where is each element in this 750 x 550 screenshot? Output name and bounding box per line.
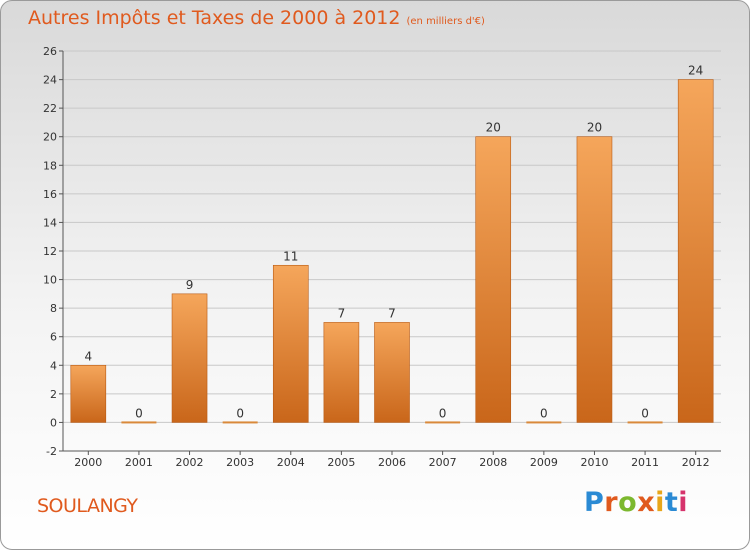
bar-value-label: 7	[388, 306, 396, 320]
y-tick-label: 12	[43, 245, 57, 258]
bar	[576, 136, 613, 423]
x-tick-label: 2001	[125, 456, 153, 469]
bar	[677, 79, 714, 423]
x-tick-label: 2006	[378, 456, 406, 469]
x-tick-label: 2011	[631, 456, 659, 469]
bar	[526, 421, 562, 424]
y-tick-label: -2	[46, 445, 57, 458]
bar-value-label: 20	[486, 121, 501, 135]
bar-value-label: 0	[641, 406, 649, 420]
commune-name: SOULANGY	[37, 495, 138, 517]
y-tick-label: 10	[43, 274, 57, 287]
bar	[627, 421, 663, 424]
y-tick-label: 0	[50, 416, 57, 429]
x-tick-label: 2012	[682, 456, 710, 469]
bar	[425, 421, 461, 424]
x-tick-label: 2000	[74, 456, 102, 469]
x-tick-label: 2010	[580, 456, 608, 469]
bar-value-label: 7	[338, 306, 346, 320]
bar	[272, 264, 309, 423]
bar-value-label: 0	[439, 406, 447, 420]
bar-value-label: 20	[587, 121, 602, 135]
bar-value-label: 4	[84, 349, 92, 363]
chart-title-main: Autres Impôts et Taxes de 2000 à 2012	[28, 7, 401, 29]
bar	[323, 322, 360, 423]
y-tick-label: 2	[50, 388, 57, 401]
bar-value-label: 11	[283, 249, 298, 263]
x-tick-label: 2002	[176, 456, 204, 469]
bars	[70, 79, 714, 424]
bar-value-label: 0	[135, 406, 143, 420]
bar	[222, 421, 258, 424]
x-tick-label: 2008	[479, 456, 507, 469]
y-tick-label: 14	[43, 216, 57, 229]
bar	[171, 293, 208, 423]
proxiti-logo: Proxiti	[584, 487, 689, 518]
x-tick-label: 2003	[226, 456, 254, 469]
y-tick-label: 18	[43, 159, 57, 172]
chart-title-unit: (en milliers d'€)	[406, 16, 485, 27]
y-tick-label: 20	[43, 131, 57, 144]
bar	[70, 364, 107, 423]
bar-value-label: 0	[236, 406, 244, 420]
y-tick-label: 4	[50, 359, 57, 372]
y-tick-label: 6	[50, 331, 57, 344]
y-tick-label: 24	[43, 74, 57, 87]
bar	[374, 322, 410, 423]
bar-value-label: 24	[688, 64, 703, 78]
bar-value-label: 0	[540, 406, 548, 420]
bar	[121, 421, 157, 424]
x-tick-label: 2009	[530, 456, 558, 469]
x-tick-label: 2007	[429, 456, 457, 469]
y-tick-label: 16	[43, 188, 57, 201]
bar	[475, 136, 512, 423]
x-tick-label: 2005	[327, 456, 355, 469]
chart-title: Autres Impôts et Taxes de 2000 à 2012 (en…	[28, 7, 485, 29]
bar-value-label: 9	[186, 278, 194, 292]
labels: 4 0 9 0 11 7 7 0 20 0 20 0 24	[84, 64, 703, 421]
y-tick-label: 22	[43, 102, 57, 115]
y-tick-label: 26	[43, 45, 57, 58]
x-tick-label: 2004	[277, 456, 305, 469]
y-tick-label: 8	[50, 302, 57, 315]
